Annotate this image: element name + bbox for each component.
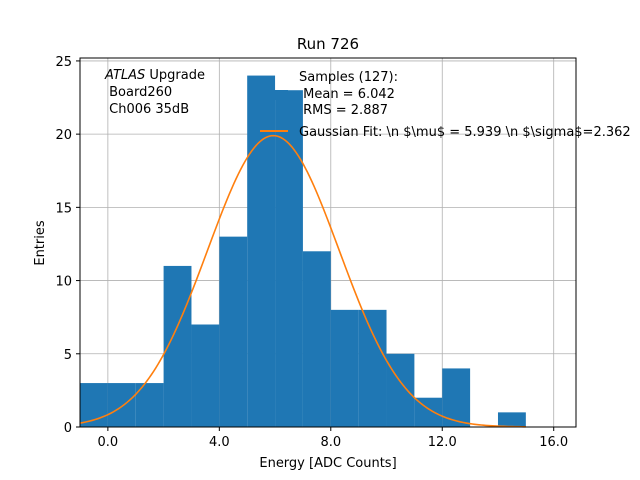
legend-fit-label: Gaussian Fit: \n $\mu$ = 5.939 \n $\sigm…	[299, 125, 631, 140]
x-tick-label: 12.0	[428, 435, 457, 450]
y-axis-title: Entries	[33, 220, 48, 266]
y-tick-label: 0	[64, 421, 72, 436]
histogram-bar	[330, 309, 359, 427]
histogram-bar	[219, 236, 248, 427]
y-tick-label: 15	[55, 201, 72, 216]
annotation-line-2: Board260	[105, 85, 172, 100]
histogram-bar	[135, 383, 164, 427]
gaussian-fit	[79, 134, 526, 428]
x-tick-label: 4.0	[209, 435, 230, 450]
y-tick-label: 10	[55, 275, 72, 290]
y-tick-label: 5	[64, 348, 72, 363]
histogram-bar	[107, 383, 136, 427]
gaussian-fit-curve	[79, 134, 526, 428]
annotation-atlas: ATLAS	[104, 68, 145, 83]
atlas-annotation: ATLAS Upgrade Board260 Ch006 35dB	[104, 68, 205, 117]
x-tick-label: 16.0	[539, 435, 568, 450]
plot-frame	[79, 57, 577, 428]
histogram-bar	[497, 412, 526, 427]
legend: Samples (127): Mean = 6.042 RMS = 2.887 …	[260, 70, 631, 140]
y-tick-label: 20	[55, 128, 72, 143]
annotation-line-3: Ch006 35dB	[105, 102, 189, 117]
annotation-upgrade: Upgrade	[145, 68, 205, 83]
annotation-line-1: ATLAS Upgrade	[104, 68, 205, 83]
x-axis-ticks: 0.0 4.0 8.0 12.0 16.0	[98, 427, 568, 450]
legend-histogram-line-3: RMS = 2.887	[299, 103, 388, 118]
legend-histogram-line-2: Mean = 6.042	[299, 87, 395, 102]
histogram-bars	[80, 75, 526, 428]
x-axis-title: Energy [ADC Counts]	[259, 456, 396, 471]
y-tick-label: 25	[55, 55, 72, 70]
x-tick-label: 0.0	[98, 435, 119, 450]
legend-histogram-line-1: Samples (127):	[299, 70, 398, 85]
chart-title: Run 726	[297, 35, 359, 53]
legend-histogram-swatch	[260, 90, 288, 100]
x-tick-label: 8.0	[320, 435, 341, 450]
histogram-bar	[247, 75, 276, 428]
histogram-bar	[191, 324, 220, 427]
histogram-bar	[386, 353, 415, 427]
histogram-bar	[275, 90, 303, 427]
histogram-bar	[302, 251, 331, 427]
y-axis-ticks: 0 5 10 15 20 25	[55, 55, 80, 436]
histogram-bar	[358, 309, 387, 427]
